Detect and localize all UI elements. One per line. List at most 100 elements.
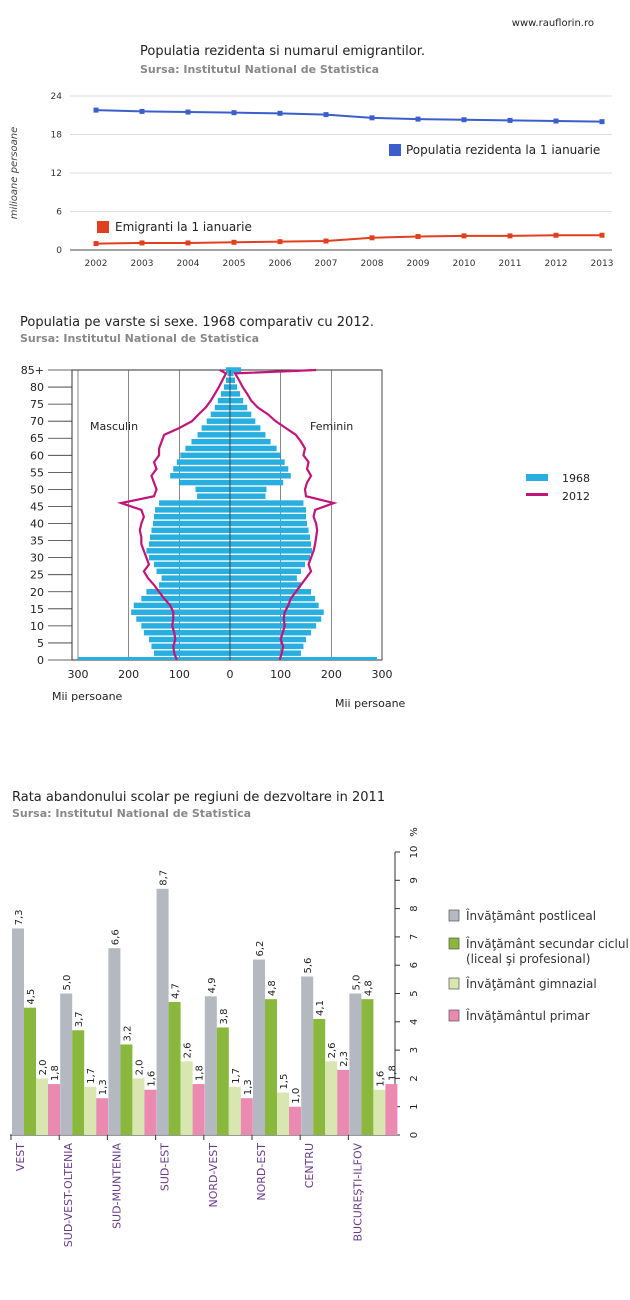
age-tick-label: 70 xyxy=(30,415,44,428)
bar-female-1968 xyxy=(230,404,248,411)
bar-female-1968 xyxy=(230,507,306,513)
bar-female-1968 xyxy=(230,391,241,397)
x-tick-label: 2012 xyxy=(545,259,568,269)
bar-female-1968 xyxy=(230,616,322,622)
bar-female-1968 xyxy=(230,411,252,418)
bar-male-1968 xyxy=(154,650,230,656)
bar-value-label: 8,7 xyxy=(159,870,170,886)
y-tick-label: 24 xyxy=(51,92,63,102)
bar-female-1968 xyxy=(230,520,308,527)
y-unit-label: % xyxy=(409,827,420,837)
bar-female-1968 xyxy=(230,466,289,472)
bar-male-1968 xyxy=(149,534,230,540)
bar-male-1968 xyxy=(185,445,230,452)
legend-label: Învăţământ secundar ciclul 2 xyxy=(465,936,630,951)
y-tick-label: 0 xyxy=(409,1132,420,1138)
bar-male-1968 xyxy=(155,507,230,513)
bar xyxy=(132,1078,145,1135)
bar xyxy=(325,1061,338,1135)
data-point xyxy=(323,112,329,118)
bar-male-1968 xyxy=(141,623,230,629)
bar-male-1968 xyxy=(227,370,230,377)
bar-female-1968 xyxy=(230,418,256,424)
data-point xyxy=(369,115,375,121)
y-tick-label: 6 xyxy=(56,208,62,218)
data-point xyxy=(139,240,145,246)
category-label: VEST xyxy=(14,1143,27,1171)
bar-female-1968 xyxy=(230,493,266,499)
bar xyxy=(349,993,362,1135)
bar-female-1968 xyxy=(230,527,309,534)
legend-label-emigrants: Emigranti la 1 ianuarie xyxy=(115,220,252,234)
legend-swatch-population xyxy=(389,144,401,156)
bar-value-label: 5,0 xyxy=(351,975,362,991)
bar-male-1968 xyxy=(180,452,230,459)
data-point xyxy=(93,107,99,113)
bar-value-label: 1,3 xyxy=(98,1079,109,1095)
bar-male-1968 xyxy=(214,404,230,411)
bar-value-label: 3,8 xyxy=(219,1009,230,1025)
y-tick-label: 18 xyxy=(51,131,63,141)
x-tick-label: 200 xyxy=(118,668,139,681)
bar-value-label: 5,0 xyxy=(62,975,73,991)
age-tick-label: 0 xyxy=(37,654,44,667)
bar-female-1968 xyxy=(230,629,312,636)
bar-female-1968 xyxy=(230,432,266,438)
bar xyxy=(120,1044,133,1135)
bar-female-1968 xyxy=(230,500,304,506)
x-axis-label-right: Mii persoane xyxy=(335,697,406,710)
y-tick-label: 6 xyxy=(409,962,420,968)
site-url: www.rauflorin.ro xyxy=(511,18,594,29)
bar-female-1968 xyxy=(230,582,301,588)
bar-male-1968 xyxy=(201,425,230,431)
legend-swatch xyxy=(448,909,460,922)
bar-male-1968 xyxy=(179,479,230,486)
bar-male-1968 xyxy=(141,595,230,602)
x-tick-label: 100 xyxy=(169,668,190,681)
bar-female-1968 xyxy=(230,575,297,581)
chart2-subtitle: Sursa: Institutul National de Statistica xyxy=(20,332,260,345)
x-tick-label: 2004 xyxy=(177,259,200,269)
series-line-population xyxy=(95,109,603,123)
bar xyxy=(48,1084,60,1135)
bar-male-1968 xyxy=(191,438,230,445)
bar xyxy=(228,1086,241,1135)
y-tick-label: 5 xyxy=(409,990,420,996)
bar-value-label: 4,5 xyxy=(26,989,37,1005)
age-tick-label: 20 xyxy=(30,586,44,599)
bar-value-label: 1,5 xyxy=(279,1074,290,1090)
bar-male-1968 xyxy=(151,643,230,650)
legend-swatch xyxy=(448,1009,460,1022)
bar xyxy=(277,1092,289,1135)
bar-female-1968 xyxy=(230,561,305,568)
bar-male-1968 xyxy=(176,459,230,465)
bar-male-1968 xyxy=(159,582,230,588)
bar xyxy=(84,1086,97,1135)
bar-value-label: 1,7 xyxy=(231,1068,242,1084)
data-point xyxy=(461,233,467,239)
bar-male-1968 xyxy=(197,493,230,499)
legend-swatch xyxy=(448,977,460,990)
y-tick-label: 9 xyxy=(409,877,420,883)
bar xyxy=(108,948,121,1135)
bar-male-1968 xyxy=(148,636,230,643)
x-tick-label: 2005 xyxy=(223,259,246,269)
population-pyramid-chart: 0 5 10 15 20 25 30 35 40 45 50 55 60 65 70 75 80 85+ 300 20… xyxy=(21,364,590,710)
bar xyxy=(240,1098,253,1135)
category-label: BUCUREŞTI-ILFOV xyxy=(351,1143,364,1242)
data-point xyxy=(415,234,421,240)
bar-male-1968 xyxy=(131,609,230,615)
line-female-2012 xyxy=(233,368,338,661)
bar xyxy=(36,1078,48,1135)
bar-male-1968 xyxy=(136,616,230,622)
data-point xyxy=(139,108,145,114)
x-axis-label-left: Mii persoane xyxy=(52,690,123,703)
bar xyxy=(180,1061,193,1135)
data-point xyxy=(369,235,375,241)
bar-female-1968 xyxy=(230,657,377,660)
y-tick-label: 3 xyxy=(409,1047,420,1053)
bar-female-1968 xyxy=(230,377,236,383)
bar-female-1968 xyxy=(230,548,313,554)
bar-male-1968 xyxy=(223,384,230,390)
bar-female-1968 xyxy=(230,384,238,390)
